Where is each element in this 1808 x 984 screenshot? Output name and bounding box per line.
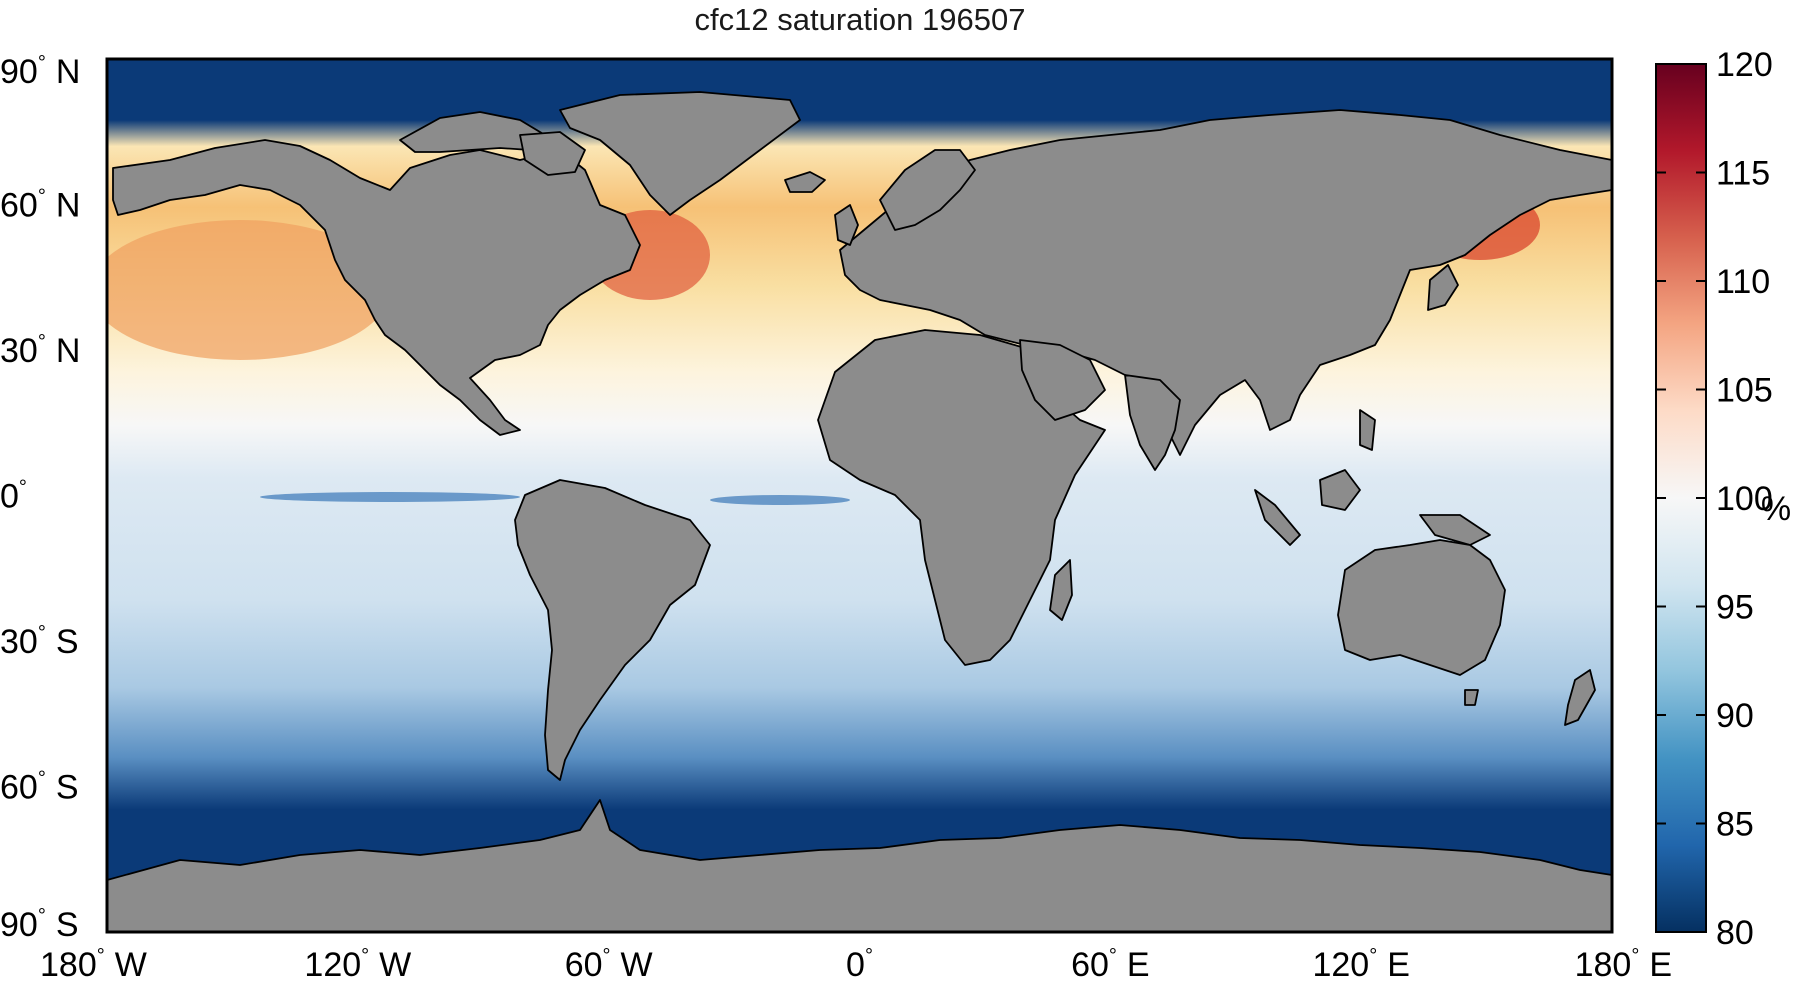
lon-tick-label-degree-sign: ° xyxy=(865,945,873,967)
lon-tick-label-degree-sign: ° xyxy=(603,945,611,967)
lon-tick-label-degree: 60 xyxy=(1071,946,1109,984)
lat-tick-label-degree-sign: ° xyxy=(38,186,46,208)
lon-tick-label-degree-sign: ° xyxy=(361,945,369,967)
north-america xyxy=(112,139,641,436)
lon-tick-label-degree-sign: ° xyxy=(1631,945,1639,967)
lat-tick-label-degree: 0 xyxy=(0,478,19,516)
borneo xyxy=(1319,469,1361,511)
lon-tick-label: 180° W xyxy=(40,945,147,984)
equatorial-atlantic-cool-band xyxy=(710,495,850,505)
lat-tick-label: 90° S xyxy=(0,905,79,944)
lat-tick-label-hemisphere: S xyxy=(56,906,79,944)
lat-tick-label-degree-sign: ° xyxy=(38,331,46,353)
lon-tick-label: 60° W xyxy=(565,945,653,984)
arabian-peninsula xyxy=(1019,339,1106,421)
lat-tick-label: 0° xyxy=(0,477,27,516)
colorbar-frame xyxy=(1655,63,1707,933)
lat-tick-label-hemisphere: S xyxy=(56,769,79,807)
lon-tick-label: 180° E xyxy=(1575,945,1672,984)
sumatra xyxy=(1254,489,1301,546)
lat-tick-label-degree-sign: ° xyxy=(38,768,46,790)
madagascar xyxy=(1049,559,1073,621)
latitude-tick-labels: 90° N60° N30° N0°30° S60° S90° S xyxy=(0,52,80,944)
lon-tick-label-degree: 180 xyxy=(40,946,97,984)
tasmania xyxy=(1464,689,1479,706)
lon-tick-label-degree: 120 xyxy=(304,946,361,984)
lat-tick-label-hemisphere: N xyxy=(56,53,81,91)
australia xyxy=(1337,539,1506,676)
lat-tick-label: 60° S xyxy=(0,768,79,807)
new-zealand xyxy=(1564,669,1596,726)
map-panel xyxy=(107,59,1612,932)
lat-tick-label-degree: 90 xyxy=(0,906,38,944)
lon-tick-label-degree-sign: ° xyxy=(1109,945,1117,967)
lat-tick-label-degree-sign: ° xyxy=(38,52,46,74)
lat-tick-label-degree: 30 xyxy=(0,623,38,661)
lon-tick-label-degree-sign: ° xyxy=(97,945,105,967)
land xyxy=(107,91,1612,932)
lon-tick-label: 120° E xyxy=(1312,945,1409,984)
lat-tick-label: 60° N xyxy=(0,186,80,225)
lon-tick-label-degree: 120 xyxy=(1312,946,1369,984)
lat-tick-label-degree-sign: ° xyxy=(19,477,27,499)
south-america xyxy=(514,479,711,781)
indian-subcontinent xyxy=(1124,374,1181,471)
colorbar-unit-label: % xyxy=(1761,490,1791,528)
lon-tick-label-hemisphere: E xyxy=(1649,946,1672,984)
chart-title: cfc12 saturation 196507 xyxy=(695,2,1026,37)
map-frame xyxy=(105,57,1614,934)
antarctica xyxy=(107,799,1612,932)
scandinavia xyxy=(879,149,976,231)
colorbar-ticks: 120 115 110 105 100 95 90 85 80 xyxy=(1656,46,1773,952)
lat-tick-label-degree: 30 xyxy=(0,332,38,370)
lon-tick-label-hemisphere: W xyxy=(379,946,411,984)
lat-tick-label-degree: 60 xyxy=(0,187,38,225)
lat-tick-label: 30° N xyxy=(0,331,80,370)
lon-tick-label: 0° xyxy=(846,945,873,984)
baffin-island xyxy=(519,131,586,176)
lat-tick-label-hemisphere: N xyxy=(56,332,81,370)
colorbar-tick-label: 90 xyxy=(1716,697,1754,735)
greenland xyxy=(559,91,801,216)
colorbar-tick-label: 95 xyxy=(1716,589,1754,627)
colorbar-tick-label: 80 xyxy=(1716,914,1754,952)
lat-tick-label-degree-sign: ° xyxy=(38,622,46,644)
lon-tick-label-hemisphere: W xyxy=(115,946,147,984)
colorbar-tick-label: 115 xyxy=(1716,155,1770,193)
british-isles xyxy=(834,204,859,246)
lon-tick-label-hemisphere: E xyxy=(1127,946,1150,984)
lon-tick-label: 60° E xyxy=(1071,945,1150,984)
lat-tick-label-degree-sign: ° xyxy=(38,905,46,927)
africa xyxy=(817,329,1106,666)
lat-tick-label: 30° S xyxy=(0,622,79,661)
lat-tick-label-degree: 60 xyxy=(0,769,38,807)
lat-tick-label-degree: 90 xyxy=(0,53,38,91)
new-guinea xyxy=(1419,514,1491,546)
philippines xyxy=(1359,409,1376,451)
lon-tick-label-hemisphere: E xyxy=(1387,946,1410,984)
colorbar-tick-label: 100 xyxy=(1716,480,1773,518)
lon-tick-label-degree: 60 xyxy=(565,946,603,984)
arctic-ocean-cap xyxy=(107,59,1612,75)
lon-tick-label-degree: 0 xyxy=(846,946,865,984)
longitude-tick-labels: 180° W 120° W 60° W 0° 60° E 120° E 180° E xyxy=(40,945,1672,984)
colorbar-tick-label: 85 xyxy=(1716,806,1754,844)
lon-tick-label-hemisphere: W xyxy=(621,946,653,984)
equatorial-pacific-cool-band xyxy=(260,492,520,502)
iceland xyxy=(784,171,826,193)
lat-tick-label-hemisphere: N xyxy=(56,187,81,225)
colorbar-tick-label: 120 xyxy=(1716,46,1773,84)
north-pacific-warm-patch xyxy=(107,220,390,360)
lat-tick-label: 90° N xyxy=(0,52,80,91)
colorbar-tick-label: 110 xyxy=(1716,263,1770,301)
colorbar-tick-label: 105 xyxy=(1716,372,1773,410)
lon-tick-label-degree: 180 xyxy=(1575,946,1632,984)
lon-tick-label: 120° W xyxy=(304,945,411,984)
lat-tick-label-hemisphere: S xyxy=(56,623,79,661)
japan xyxy=(1427,264,1459,311)
lon-tick-label-degree-sign: ° xyxy=(1369,945,1377,967)
colorbar: 120 115 110 105 100 95 90 85 80 % xyxy=(1655,46,1791,952)
